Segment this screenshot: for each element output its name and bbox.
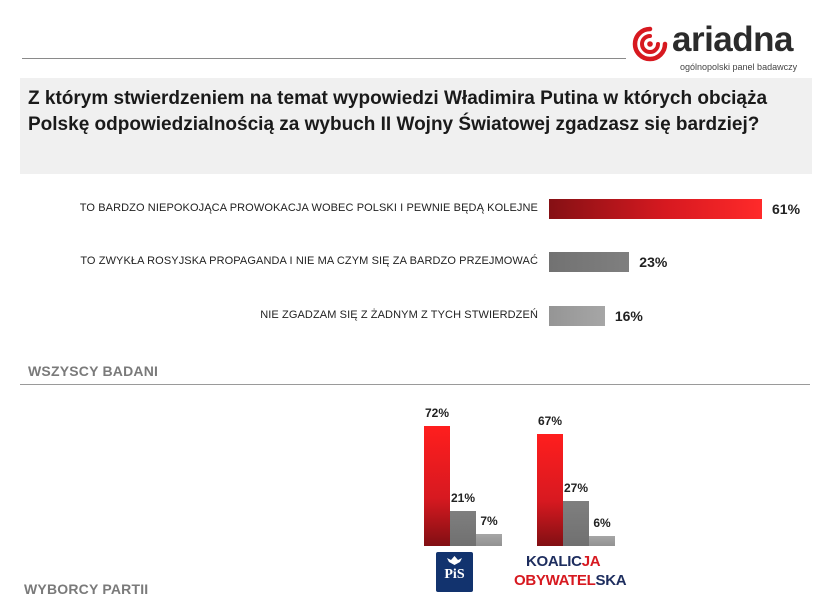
bar (537, 434, 563, 546)
bar (476, 534, 502, 546)
bar (563, 501, 589, 546)
bar (549, 306, 605, 326)
brand-name: ariadna (672, 20, 794, 59)
ko-logo-line2-b: SKA (595, 572, 627, 589)
data-label: 61% (772, 201, 801, 217)
category-label: TO BARDZO NIEPOKOJĄCA PROWOKACJA WOBEC P… (79, 202, 538, 214)
eagle-icon (447, 556, 462, 565)
section-title-all: WSZYSCY BADANI (28, 363, 159, 379)
data-label: 67% (537, 414, 563, 429)
section-divider (20, 384, 810, 385)
header-divider (22, 58, 626, 59)
data-label: 27% (563, 481, 589, 495)
ariadna-logo: ariadna ogólnopolski panel badawczy (632, 20, 814, 72)
ko-logo-line2-a: OBYWATEL (514, 572, 596, 589)
pis-logo: PiS (436, 552, 473, 592)
ko-logo-line1: KOALICJA (526, 553, 601, 570)
data-label: 21% (450, 491, 476, 505)
ko-logo-line1-b: JA (581, 553, 601, 570)
ko-logo: KOALICJA OBYWATELSKA (514, 553, 638, 593)
question-panel: Z którym stwierdzeniem na temat wypowied… (20, 78, 812, 174)
brand-tagline: ogólnopolski panel badawczy (680, 62, 798, 72)
data-label: 72% (424, 406, 450, 420)
bar (549, 252, 630, 272)
bar (450, 511, 476, 546)
pis-logo-text: PiS (444, 567, 465, 582)
data-label: 7% (480, 514, 498, 529)
data-label: 23% (639, 254, 668, 270)
data-label: 16% (614, 308, 643, 324)
ko-logo-line1-a: KOALIC (526, 553, 582, 570)
data-label: 6% (593, 516, 611, 530)
question-text: Z którym stwierdzeniem na temat wypowied… (28, 88, 768, 135)
ariadna-swirl-icon (632, 26, 668, 62)
ko-logo-line2: OBYWATELSKA (514, 572, 627, 589)
category-label: TO ZWYKŁA ROSYJSKA PROPAGANDA I NIE MA C… (80, 255, 538, 267)
bar (549, 199, 762, 219)
bar (589, 536, 615, 546)
bar (424, 426, 450, 546)
section-title-voters: WYBORCY PARTII (24, 581, 149, 597)
category-label: NIE ZGADZAM SIĘ Z ŻADNYM Z TYCH STWIERDZ… (260, 309, 538, 321)
